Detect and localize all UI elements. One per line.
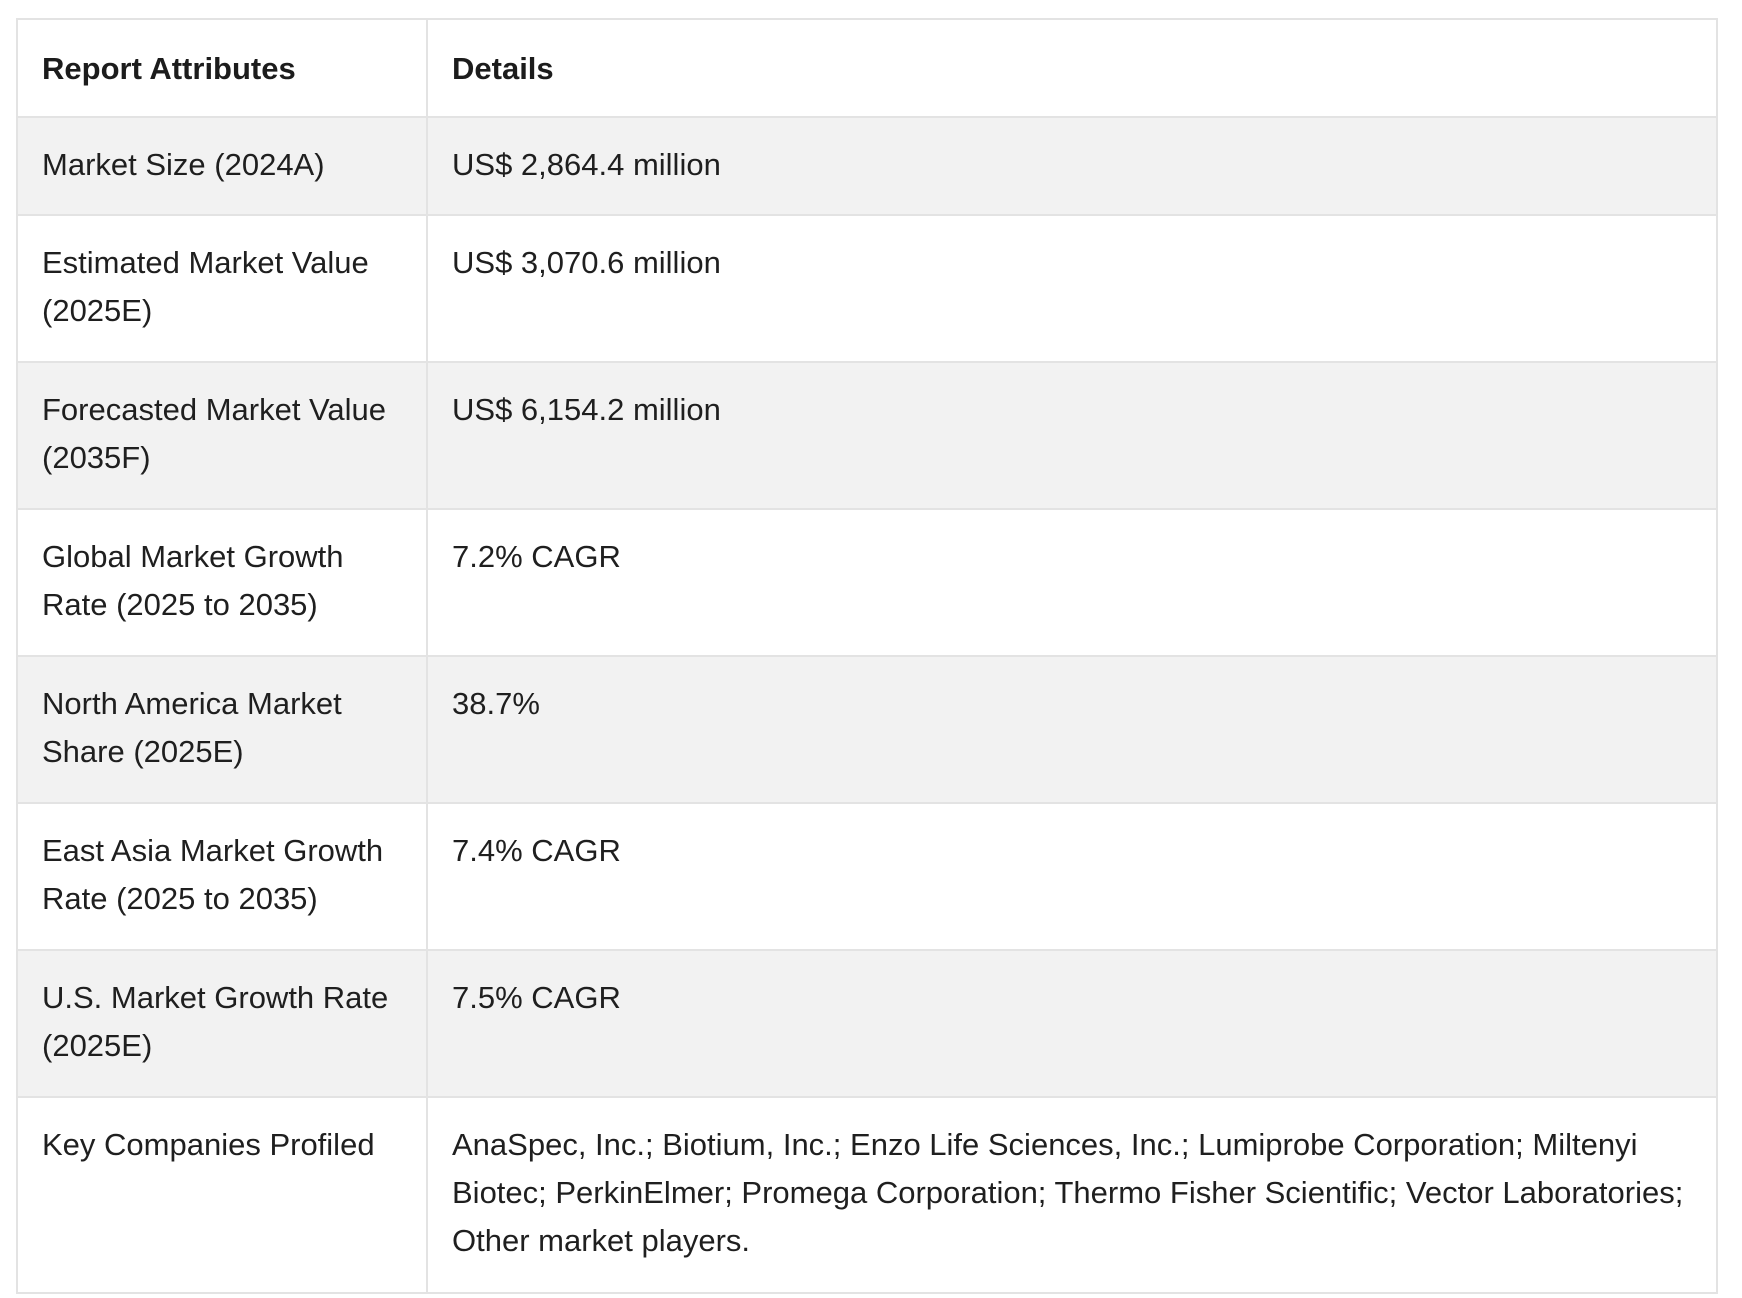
attribute-cell: Forecasted Market Value (2035F)	[16, 361, 428, 510]
attribute-cell: Market Size (2024A)	[16, 116, 428, 216]
report-attributes-table-container: Report Attributes Details Market Size (2…	[16, 18, 1718, 1294]
table-row: Global Market Growth Rate (2025 to 2035)…	[16, 508, 1718, 657]
header-details: Details	[426, 18, 1718, 118]
detail-cell: AnaSpec, Inc.; Biotium, Inc.; Enzo Life …	[426, 1096, 1718, 1294]
table-header-row: Report Attributes Details	[16, 18, 1718, 118]
table-row: Forecasted Market Value (2035F) US$ 6,15…	[16, 361, 1718, 510]
detail-cell: 7.2% CAGR	[426, 508, 1718, 657]
table-row: Key Companies Profiled AnaSpec, Inc.; Bi…	[16, 1096, 1718, 1294]
attribute-cell: North America Market Share (2025E)	[16, 655, 428, 804]
detail-cell: US$ 6,154.2 million	[426, 361, 1718, 510]
table-row: Estimated Market Value (2025E) US$ 3,070…	[16, 214, 1718, 363]
table-row: Market Size (2024A) US$ 2,864.4 million	[16, 116, 1718, 216]
attribute-cell: Global Market Growth Rate (2025 to 2035)	[16, 508, 428, 657]
attribute-cell: U.S. Market Growth Rate (2025E)	[16, 949, 428, 1098]
table-row: North America Market Share (2025E) 38.7%	[16, 655, 1718, 804]
report-attributes-table: Report Attributes Details Market Size (2…	[16, 18, 1718, 1294]
attribute-cell: Estimated Market Value (2025E)	[16, 214, 428, 363]
detail-cell: 7.5% CAGR	[426, 949, 1718, 1098]
detail-cell: US$ 3,070.6 million	[426, 214, 1718, 363]
detail-cell: 38.7%	[426, 655, 1718, 804]
header-report-attributes: Report Attributes	[16, 18, 428, 118]
table-row: U.S. Market Growth Rate (2025E) 7.5% CAG…	[16, 949, 1718, 1098]
detail-cell: US$ 2,864.4 million	[426, 116, 1718, 216]
table-row: East Asia Market Growth Rate (2025 to 20…	[16, 802, 1718, 951]
attribute-cell: Key Companies Profiled	[16, 1096, 428, 1294]
attribute-cell: East Asia Market Growth Rate (2025 to 20…	[16, 802, 428, 951]
detail-cell: 7.4% CAGR	[426, 802, 1718, 951]
